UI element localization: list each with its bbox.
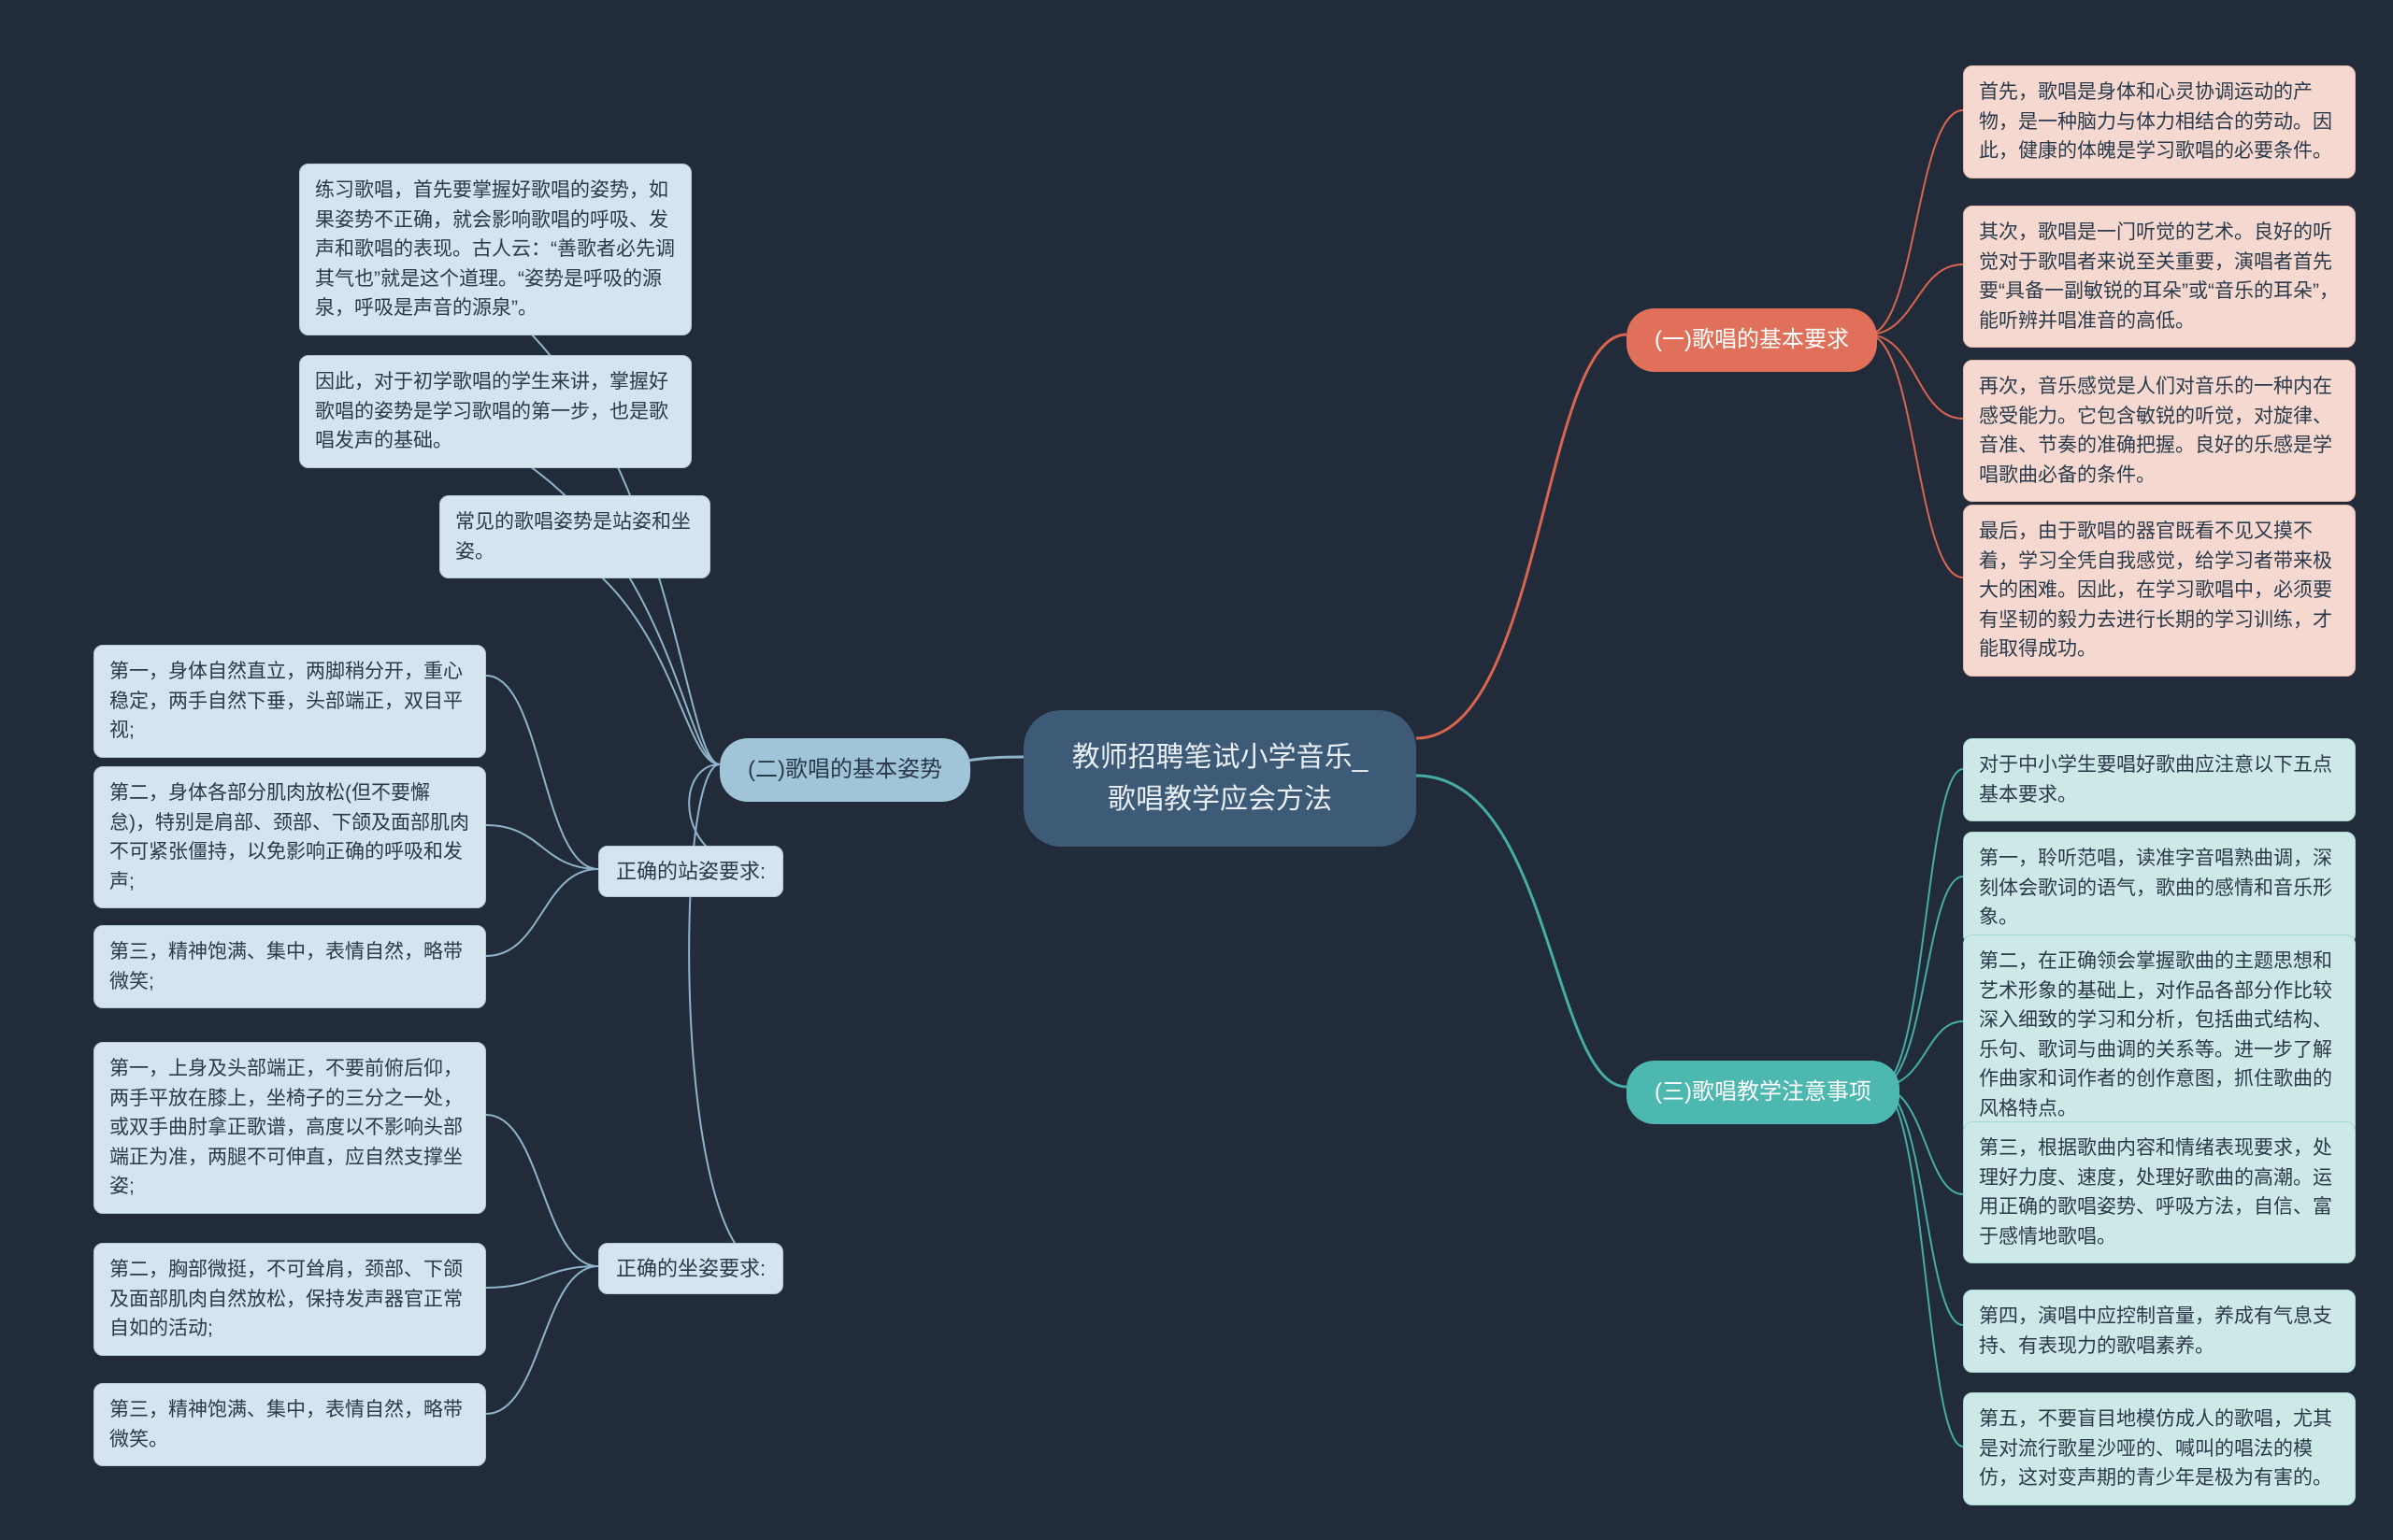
branch-2-sitting-label: 正确的坐姿要求: xyxy=(598,1243,783,1294)
branch-2-intro-0: 练习歌唱，首先要掌握好歌唱的姿势，如果姿势不正确，就会影响歌唱的呼吸、发声和歌唱… xyxy=(299,164,692,335)
center-node: 教师招聘笔试小学音乐_歌唱教学应会方法 xyxy=(1024,710,1416,847)
branch-1-leaf-3: 最后，由于歌唱的器官既看不见又摸不着，学习全凭自我感觉，给学习者带来极大的困难。… xyxy=(1963,505,2356,677)
branch-2-standing-label: 正确的站姿要求: xyxy=(598,846,783,897)
branch-2-intro-2: 常见的歌唱姿势是站姿和坐姿。 xyxy=(439,495,710,578)
branch-2-standing-0: 第一，身体自然直立，两脚稍分开，重心稳定，两手自然下垂，头部端正，双目平视; xyxy=(93,645,486,758)
branch-2-sitting-0: 第一，上身及头部端正，不要前俯后仰，两手平放在膝上，坐椅子的三分之一处，或双手曲… xyxy=(93,1042,486,1214)
branch-2-intro-1: 因此，对于初学歌唱的学生来讲，掌握好歌唱的姿势是学习歌唱的第一步，也是歌唱发声的… xyxy=(299,355,692,468)
branch-3-leaf-5: 第五，不要盲目地模仿成人的歌唱，尤其是对流行歌星沙哑的、喊叫的唱法的模仿，这对变… xyxy=(1963,1392,2356,1505)
branch-2-standing-2: 第三，精神饱满、集中，表情自然，略带微笑; xyxy=(93,925,486,1008)
branch-3-leaf-0: 对于中小学生要唱好歌曲应注意以下五点基本要求。 xyxy=(1963,738,2356,821)
branch-1-leaf-0: 首先，歌唱是身体和心灵协调运动的产物，是一种脑力与体力相结合的劳动。因此，健康的… xyxy=(1963,65,2356,178)
branch-2: (二)歌唱的基本姿势 xyxy=(720,738,970,802)
branch-1-leaf-1: 其次，歌唱是一门听觉的艺术。良好的听觉对于歌唱者来说至关重要，演唱者首先要“具备… xyxy=(1963,206,2356,348)
branch-3-leaf-3: 第三，根据歌曲内容和情绪表现要求，处理好力度、速度，处理好歌曲的高潮。运用正确的… xyxy=(1963,1121,2356,1263)
branch-3-leaf-1: 第一，聆听范唱，读准字音唱熟曲调，深刻体会歌词的语气，歌曲的感情和音乐形象。 xyxy=(1963,832,2356,945)
branch-3: (三)歌唱教学注意事项 xyxy=(1626,1061,1899,1124)
branch-3-leaf-4: 第四，演唱中应控制音量，养成有气息支持、有表现力的歌唱素养。 xyxy=(1963,1290,2356,1373)
branch-2-standing-1: 第二，身体各部分肌肉放松(但不要懈怠)，特别是肩部、颈部、下颌及面部肌肉不可紧张… xyxy=(93,766,486,908)
branch-1: (一)歌唱的基本要求 xyxy=(1626,308,1877,372)
branch-2-sitting-1: 第二，胸部微挺，不可耸肩，颈部、下颌及面部肌肉自然放松，保持发声器官正常自如的活… xyxy=(93,1243,486,1356)
branch-3-leaf-2: 第二，在正确领会掌握歌曲的主题思想和艺术形象的基础上，对作品各部分作比较深入细致… xyxy=(1963,934,2356,1135)
branch-1-leaf-2: 再次，音乐感觉是人们对音乐的一种内在感受能力。它包含敏锐的听觉，对旋律、音准、节… xyxy=(1963,360,2356,502)
branch-2-sitting-2: 第三，精神饱满、集中，表情自然，略带微笑。 xyxy=(93,1383,486,1466)
